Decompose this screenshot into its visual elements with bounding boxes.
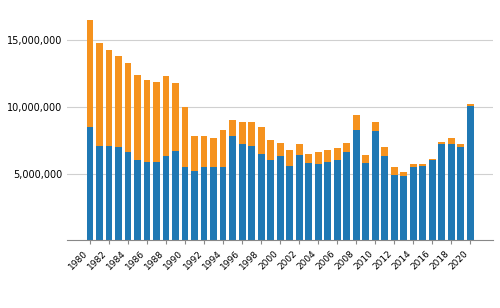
Bar [191,136,198,171]
Bar [86,20,94,127]
Bar [238,122,246,144]
Bar [144,162,150,240]
Bar [124,152,132,240]
Bar [276,143,283,156]
Bar [400,176,407,240]
Bar [305,163,312,240]
Bar [438,144,445,240]
Bar [238,144,246,240]
Bar [391,175,398,240]
Bar [182,167,188,240]
Bar [353,130,360,240]
Bar [458,147,464,240]
Bar [162,76,170,156]
Bar [382,147,388,156]
Bar [172,83,179,151]
Bar [296,144,302,155]
Bar [344,143,350,152]
Bar [267,140,274,160]
Bar [410,167,416,240]
Bar [258,154,264,240]
Bar [458,144,464,147]
Bar [372,131,378,240]
Bar [353,115,360,130]
Bar [115,147,122,240]
Bar [210,167,217,240]
Bar [220,167,226,240]
Bar [429,160,436,240]
Bar [334,160,340,240]
Bar [182,107,188,167]
Bar [162,156,170,240]
Bar [314,152,322,164]
Bar [86,127,94,240]
Bar [438,142,445,144]
Bar [124,63,132,152]
Bar [324,150,331,162]
Bar [420,164,426,166]
Bar [286,150,293,166]
Bar [382,156,388,240]
Bar [258,127,264,154]
Bar [191,171,198,240]
Bar [200,136,207,167]
Bar [229,120,236,136]
Bar [410,164,416,167]
Bar [134,75,141,160]
Bar [96,43,103,146]
Bar [200,167,207,240]
Bar [286,166,293,240]
Bar [276,156,283,240]
Bar [362,155,369,163]
Bar [314,164,322,240]
Bar [400,172,407,176]
Bar [467,104,473,106]
Bar [267,160,274,240]
Bar [362,163,369,240]
Bar [96,146,103,240]
Bar [344,152,350,240]
Bar [324,162,331,240]
Bar [115,56,122,147]
Bar [334,148,340,160]
Bar [467,106,473,240]
Bar [144,80,150,162]
Bar [372,122,378,131]
Bar [134,160,141,240]
Bar [248,146,255,240]
Bar [172,151,179,240]
Bar [248,122,255,146]
Bar [220,130,226,167]
Bar [153,162,160,240]
Bar [153,82,160,162]
Bar [391,167,398,175]
Bar [229,136,236,240]
Bar [448,144,454,240]
Bar [106,50,112,146]
Bar [106,146,112,240]
Bar [420,166,426,240]
Bar [429,159,436,160]
Bar [305,154,312,163]
Bar [210,138,217,167]
Bar [448,138,454,144]
Bar [296,155,302,240]
